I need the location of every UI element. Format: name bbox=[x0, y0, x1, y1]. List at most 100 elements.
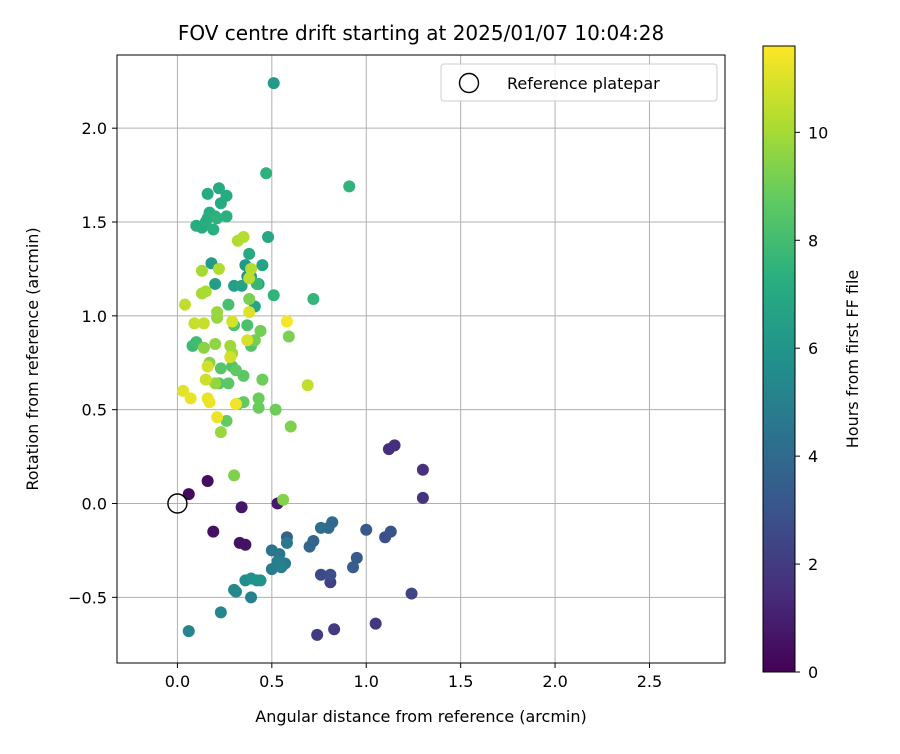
data-point bbox=[224, 339, 237, 352]
data-point bbox=[254, 324, 267, 337]
data-point bbox=[245, 591, 258, 604]
data-point bbox=[267, 289, 280, 302]
data-point bbox=[201, 474, 214, 487]
data-point bbox=[350, 551, 363, 564]
y-tick-label: 2.0 bbox=[82, 119, 107, 138]
data-point bbox=[209, 337, 222, 350]
data-point bbox=[212, 182, 225, 195]
data-point bbox=[243, 292, 256, 305]
data-point bbox=[254, 574, 267, 587]
data-point bbox=[207, 223, 220, 236]
data-point bbox=[197, 317, 210, 330]
data-point bbox=[360, 523, 373, 536]
data-point bbox=[235, 501, 248, 514]
y-tick-label: 0.0 bbox=[82, 494, 107, 513]
data-point bbox=[301, 379, 314, 392]
colorbar-tick-label: 10 bbox=[808, 123, 828, 142]
grid-lines bbox=[117, 55, 725, 663]
data-point bbox=[184, 392, 197, 405]
data-point bbox=[235, 279, 248, 292]
data-point bbox=[209, 277, 222, 290]
data-point bbox=[214, 426, 227, 439]
colorbar-ticks: 0 2 4 6 8 10 bbox=[795, 123, 828, 682]
data-point bbox=[197, 341, 210, 354]
data-point bbox=[211, 306, 224, 319]
data-point bbox=[347, 561, 360, 574]
data-point bbox=[311, 628, 324, 641]
data-point bbox=[256, 373, 269, 386]
data-point bbox=[256, 259, 269, 272]
data-point bbox=[199, 285, 212, 298]
data-point bbox=[211, 212, 224, 225]
data-point bbox=[220, 210, 233, 223]
data-point bbox=[212, 262, 225, 275]
colorbar-tick-label: 0 bbox=[808, 663, 818, 682]
x-axis-label: Angular distance from reference (arcmin) bbox=[255, 707, 586, 726]
data-point bbox=[282, 330, 295, 343]
colorbar: 0 2 4 6 8 10 Hours from first FF file bbox=[762, 45, 862, 682]
x-tick-label: 2.5 bbox=[637, 672, 662, 691]
y-tick-label: −0.5 bbox=[68, 588, 107, 607]
x-tick-label: 1.0 bbox=[354, 672, 379, 691]
data-point bbox=[243, 306, 256, 319]
y-tick-label: 1.0 bbox=[82, 307, 107, 326]
data-point bbox=[214, 606, 227, 619]
reference-platepar-marker bbox=[167, 493, 188, 514]
data-point bbox=[228, 469, 241, 482]
y-axis-ticks: −0.5 0.0 0.5 1.0 1.5 2.0 bbox=[68, 119, 117, 607]
colorbar-gradient bbox=[762, 45, 796, 673]
data-point bbox=[241, 334, 254, 347]
data-point bbox=[182, 488, 195, 501]
data-point bbox=[343, 180, 356, 193]
data-point bbox=[214, 362, 227, 375]
colorbar-tick-label: 2 bbox=[808, 555, 818, 574]
data-point bbox=[252, 401, 265, 414]
data-point bbox=[252, 392, 265, 405]
data-point bbox=[209, 377, 222, 390]
colorbar-label: Hours from first FF file bbox=[843, 270, 862, 449]
data-point bbox=[226, 315, 239, 328]
data-point bbox=[267, 77, 280, 90]
data-point bbox=[245, 262, 258, 275]
data-point bbox=[405, 587, 418, 600]
legend-reference-marker bbox=[458, 72, 480, 94]
plot-frame bbox=[116, 54, 726, 664]
data-point bbox=[275, 561, 288, 574]
data-point bbox=[229, 585, 242, 598]
data-point bbox=[280, 315, 293, 328]
data-point bbox=[229, 398, 242, 411]
x-axis-ticks: 0.0 0.5 1.0 1.5 2.0 2.5 bbox=[165, 663, 662, 691]
data-point bbox=[284, 420, 297, 433]
data-point bbox=[314, 521, 327, 534]
data-point bbox=[416, 491, 429, 504]
data-point bbox=[220, 414, 233, 427]
data-point bbox=[262, 231, 275, 244]
data-point bbox=[314, 568, 327, 581]
data-point bbox=[201, 360, 214, 373]
data-point bbox=[220, 189, 233, 202]
y-tick-label: 1.5 bbox=[82, 213, 107, 232]
data-point bbox=[229, 364, 242, 377]
data-point bbox=[277, 493, 290, 506]
data-point bbox=[269, 403, 282, 416]
data-point bbox=[201, 187, 214, 200]
data-point bbox=[224, 351, 237, 364]
data-point bbox=[369, 617, 382, 630]
data-point bbox=[182, 625, 195, 638]
data-point bbox=[260, 167, 273, 180]
colorbar-tick-label: 8 bbox=[808, 231, 818, 250]
data-point bbox=[328, 623, 341, 636]
x-tick-label: 1.5 bbox=[448, 672, 473, 691]
y-axis-label: Rotation from reference (arcmin) bbox=[23, 227, 42, 490]
legend: Reference platepar bbox=[440, 63, 718, 102]
data-point bbox=[303, 540, 316, 553]
data-point bbox=[207, 525, 220, 538]
data-point bbox=[203, 396, 216, 409]
x-tick-label: 0.0 bbox=[165, 672, 190, 691]
data-point bbox=[388, 439, 401, 452]
colorbar-tick-label: 4 bbox=[808, 447, 818, 466]
data-point bbox=[239, 538, 252, 551]
data-point bbox=[178, 298, 191, 311]
data-point bbox=[280, 536, 293, 549]
